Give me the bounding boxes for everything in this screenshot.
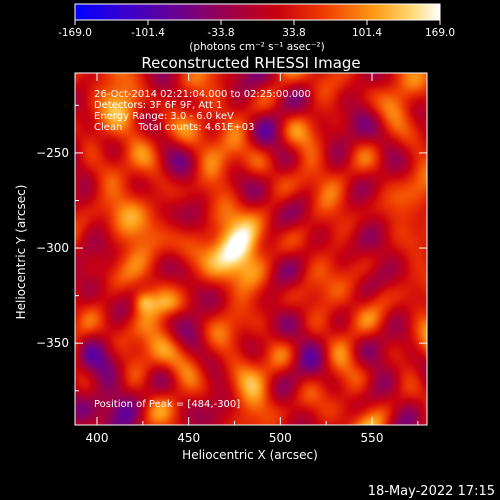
x-tick-label: 450 [177, 431, 200, 445]
colorbar-tick-label: 169.0 [425, 27, 455, 39]
colorbar-tick-label: -169.0 [58, 27, 92, 39]
y-axis-label: Heliocentric Y (arcsec) [14, 185, 28, 320]
x-tick-label: 400 [86, 431, 109, 445]
colorbar-units: (photons cm⁻² s⁻¹ asec⁻²) [189, 41, 324, 53]
x-axis-label: Heliocentric X (arcsec) [182, 448, 318, 462]
axis-ticks: 400 450 500 550 −250 −300 −350 [36, 73, 427, 445]
timestamp: 18-May-2022 17:15 [368, 484, 495, 499]
chart-title: Reconstructed RHESSI Image [141, 54, 360, 72]
colorbar-tick-label: 101.4 [352, 27, 382, 39]
annotation-peak-position: Position of Peak = [484,-300] [94, 399, 240, 410]
plot-frame [74, 72, 428, 426]
colorbar-tick-label: -101.4 [131, 27, 165, 39]
annotation-detectors: Detectors: 3F 6F 9F, Att 1 [94, 100, 222, 111]
colorbar-tick-label: -33.8 [207, 27, 234, 39]
y-tick-label: −300 [36, 241, 69, 255]
y-tick-label: −250 [36, 146, 69, 160]
heatmap-image [75, 73, 427, 425]
colorbar [74, 3, 441, 21]
annotation-energy-range: Energy Range: 3.0 - 6.0 keV [94, 111, 234, 122]
annotation-total-counts: Clean Total counts: 4.61E+03 [94, 122, 254, 133]
x-tick-label: 550 [361, 431, 384, 445]
colorbar-ticks: -169.0 -101.4 -33.8 33.8 101.4 169.0 [58, 20, 455, 39]
y-tick-label: −350 [36, 336, 69, 350]
x-tick-label: 500 [269, 431, 292, 445]
colorbar-tick-label: 33.8 [282, 27, 305, 39]
annotation-time-range: 26-Oct-2014 02:21:04.000 to 02:25:00.000 [94, 89, 311, 100]
